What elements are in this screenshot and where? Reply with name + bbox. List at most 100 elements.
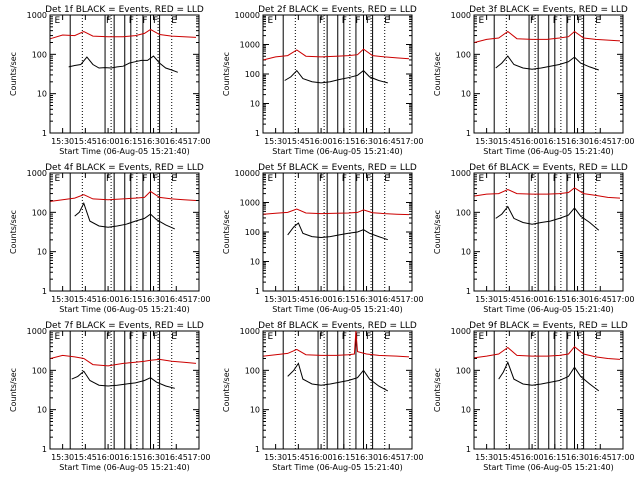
y-tick-label: 1 bbox=[255, 287, 260, 296]
x-tick-label: 16:00 bbox=[97, 453, 120, 462]
x-axis-label: Start Time (06-Aug-05 15:21:40) bbox=[59, 463, 190, 472]
x-tick-label: 16:45 bbox=[589, 453, 612, 462]
events-series-line bbox=[498, 360, 600, 392]
x-tick-label: 16:15 bbox=[332, 137, 355, 146]
x-tick-label: 17:00 bbox=[187, 453, 210, 462]
y-tick-label: 1000 bbox=[27, 169, 47, 178]
x-tick-label: 16:15 bbox=[332, 295, 355, 304]
panel-title: Det 4f BLACK = Events, RED = LLD bbox=[45, 163, 204, 173]
x-tick-label: 16:45 bbox=[165, 295, 188, 304]
lld-series-line bbox=[474, 346, 621, 360]
y-axis-label: Counts/sec bbox=[222, 368, 231, 412]
flag-label: E bbox=[268, 174, 274, 184]
flag-label: E bbox=[479, 16, 485, 26]
detector-panel-7: Det 7f BLACK = Events, RED = LLD 1 10 100 10… bbox=[9, 321, 211, 472]
x-tick-label: 16:45 bbox=[589, 137, 612, 146]
x-tick-label: 16:15 bbox=[119, 295, 142, 304]
x-tick-label: 16:00 bbox=[310, 453, 333, 462]
flag-label: F bbox=[366, 332, 371, 342]
y-tick-label: 1 bbox=[466, 129, 471, 138]
flag-label: F bbox=[553, 174, 558, 184]
panel-title: Det 7f BLACK = Events, RED = LLD bbox=[45, 321, 204, 331]
y-axis-label: Counts/sec bbox=[433, 52, 442, 96]
flag-label: F bbox=[142, 332, 147, 342]
flag-label: F bbox=[153, 174, 158, 184]
x-tick-label: 15:45 bbox=[74, 137, 97, 146]
flag-label: F bbox=[153, 332, 158, 342]
flag-label: F bbox=[129, 174, 134, 184]
flag-label: F bbox=[566, 174, 571, 184]
flag-label: F bbox=[553, 332, 558, 342]
detector-panel-4: Det 4f BLACK = Events, RED = LLD 1 10 100 10… bbox=[9, 163, 211, 314]
x-tick-label: 17:00 bbox=[400, 453, 423, 462]
flag-label: E bbox=[479, 332, 485, 342]
x-tick-label: 15:30 bbox=[264, 453, 287, 462]
y-tick-label: 1000 bbox=[240, 41, 260, 50]
flag-label: E bbox=[171, 16, 177, 26]
y-tick-label: 100 bbox=[456, 366, 471, 375]
y-axis-label: Counts/sec bbox=[433, 210, 442, 254]
detector-panel-1: Det 1f BLACK = Events, RED = LLD 1 10 100 10… bbox=[9, 5, 211, 156]
flag-label: F bbox=[153, 16, 158, 26]
events-series-line bbox=[68, 55, 178, 73]
y-axis-label: Counts/sec bbox=[9, 368, 18, 412]
x-tick-label: 17:00 bbox=[611, 137, 634, 146]
y-tick-label: 1000 bbox=[240, 327, 260, 336]
x-tick-label: 17:00 bbox=[611, 453, 634, 462]
flag-label: F bbox=[142, 16, 147, 26]
x-axis-label: Start Time (06-Aug-05 15:21:40) bbox=[483, 147, 614, 156]
x-tick-label: 15:45 bbox=[287, 137, 310, 146]
x-tick-label: 16:30 bbox=[355, 295, 378, 304]
y-tick-label: 1 bbox=[42, 445, 47, 454]
y-tick-label: 10 bbox=[37, 90, 47, 99]
lld-series-line bbox=[50, 28, 197, 40]
y-tick-label: 100 bbox=[245, 366, 260, 375]
x-tick-label: 15:30 bbox=[475, 453, 498, 462]
flag-label: F bbox=[106, 332, 111, 342]
x-tick-label: 15:30 bbox=[264, 137, 287, 146]
flag-label: F bbox=[342, 16, 347, 26]
y-tick-label: 1 bbox=[255, 445, 260, 454]
flag-label: F bbox=[342, 332, 347, 342]
x-tick-label: 16:30 bbox=[566, 137, 589, 146]
y-tick-label: 100 bbox=[245, 228, 260, 237]
x-tick-label: 15:30 bbox=[475, 295, 498, 304]
y-tick-label: 10 bbox=[250, 258, 260, 267]
flag-label: E bbox=[595, 174, 601, 184]
x-tick-label: 15:30 bbox=[51, 137, 74, 146]
panel-title: Det 8f BLACK = Events, RED = LLD bbox=[258, 321, 417, 331]
y-tick-label: 10 bbox=[461, 248, 471, 257]
lld-series-line bbox=[263, 330, 410, 358]
events-series-line bbox=[287, 222, 388, 241]
flag-label: F bbox=[106, 174, 111, 184]
flag-label: E bbox=[171, 174, 177, 184]
flag-label: F bbox=[577, 332, 582, 342]
y-tick-label: 100 bbox=[32, 366, 47, 375]
y-tick-label: 1 bbox=[42, 129, 47, 138]
panel-title: Det 6f BLACK = Events, RED = LLD bbox=[469, 163, 628, 173]
detector-panel-6: Det 6f BLACK = Events, RED = LLD 1 10 100 10… bbox=[433, 163, 635, 314]
flag-label: F bbox=[355, 16, 360, 26]
flag-label: F bbox=[366, 16, 371, 26]
y-tick-label: 1 bbox=[255, 129, 260, 138]
flag-label: E bbox=[595, 332, 601, 342]
flag-label: F bbox=[319, 332, 324, 342]
x-tick-label: 15:45 bbox=[498, 295, 521, 304]
x-tick-label: 16:45 bbox=[378, 453, 401, 462]
x-tick-label: 17:00 bbox=[611, 295, 634, 304]
lld-series-line bbox=[474, 30, 621, 43]
x-tick-label: 16:00 bbox=[310, 137, 333, 146]
events-series-line bbox=[71, 370, 175, 389]
x-tick-label: 15:45 bbox=[74, 295, 97, 304]
y-tick-label: 1 bbox=[42, 287, 47, 296]
flag-label: F bbox=[355, 332, 360, 342]
x-tick-label: 15:45 bbox=[498, 137, 521, 146]
flag-label: E bbox=[268, 16, 274, 26]
x-tick-label: 16:00 bbox=[521, 295, 544, 304]
flag-label: F bbox=[366, 174, 371, 184]
detector-panel-2: Det 2f BLACK = Events, RED = LLD 1 10 100 10… bbox=[222, 5, 424, 156]
x-tick-label: 16:15 bbox=[543, 453, 566, 462]
y-axis-label: Counts/sec bbox=[222, 52, 231, 96]
